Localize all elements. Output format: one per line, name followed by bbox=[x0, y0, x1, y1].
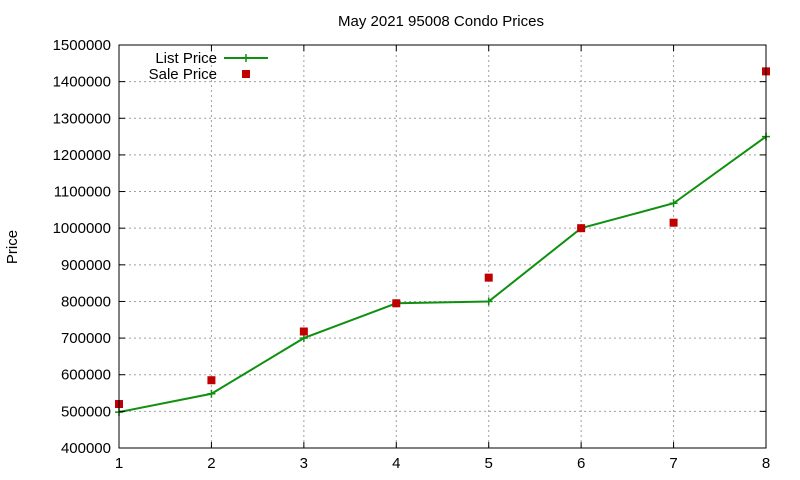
sale-price-point bbox=[669, 218, 678, 227]
y-tick-label: 1000000 bbox=[53, 220, 111, 237]
sale-price-point bbox=[484, 273, 493, 282]
list-price-point bbox=[207, 389, 216, 398]
legend-marker bbox=[242, 54, 250, 62]
x-tick-label: 1 bbox=[115, 455, 123, 472]
x-tick-label: 2 bbox=[207, 455, 215, 472]
y-tick-label: 1500000 bbox=[53, 37, 111, 54]
list-price-point bbox=[669, 199, 678, 208]
x-tick-label: 8 bbox=[762, 455, 770, 472]
sale-price-point bbox=[207, 376, 216, 385]
y-tick-label: 600000 bbox=[61, 367, 111, 384]
chart-title: May 2021 95008 Condo Prices bbox=[338, 13, 544, 30]
y-tick-label: 1200000 bbox=[53, 147, 111, 164]
x-tick-label: 6 bbox=[577, 455, 585, 472]
list-price-line bbox=[118, 135, 767, 414]
grid bbox=[119, 45, 766, 448]
y-tick-label: 900000 bbox=[61, 257, 111, 274]
legend-marker bbox=[242, 70, 250, 78]
sale-price-point bbox=[299, 327, 308, 336]
plot-frame bbox=[118, 44, 767, 449]
y-tick-label: 700000 bbox=[61, 330, 111, 347]
y-tick-label: 1400000 bbox=[53, 74, 111, 91]
sale-price-point bbox=[392, 299, 401, 308]
x-tick-label: 5 bbox=[485, 455, 493, 472]
plot-series bbox=[115, 67, 770, 417]
y-tick-label: 400000 bbox=[61, 440, 111, 457]
y-tick-label: 500000 bbox=[61, 403, 111, 420]
legend-label: List Price bbox=[155, 50, 217, 67]
x-tick-label: 4 bbox=[392, 455, 400, 472]
list-price-point bbox=[484, 297, 493, 306]
x-tick-label: 3 bbox=[300, 455, 308, 472]
y-tick-label: 1300000 bbox=[53, 110, 111, 127]
axes: 400000 500000 600000 700000 800000 900000 1000… bbox=[53, 37, 771, 472]
sale-price-point bbox=[577, 224, 586, 233]
legend-label: Sale Price bbox=[149, 66, 217, 83]
x-tick-label: 7 bbox=[669, 455, 677, 472]
y-axis-label: Price bbox=[4, 230, 21, 264]
y-tick-label: 800000 bbox=[61, 293, 111, 310]
y-tick-label: 1100000 bbox=[54, 184, 111, 201]
